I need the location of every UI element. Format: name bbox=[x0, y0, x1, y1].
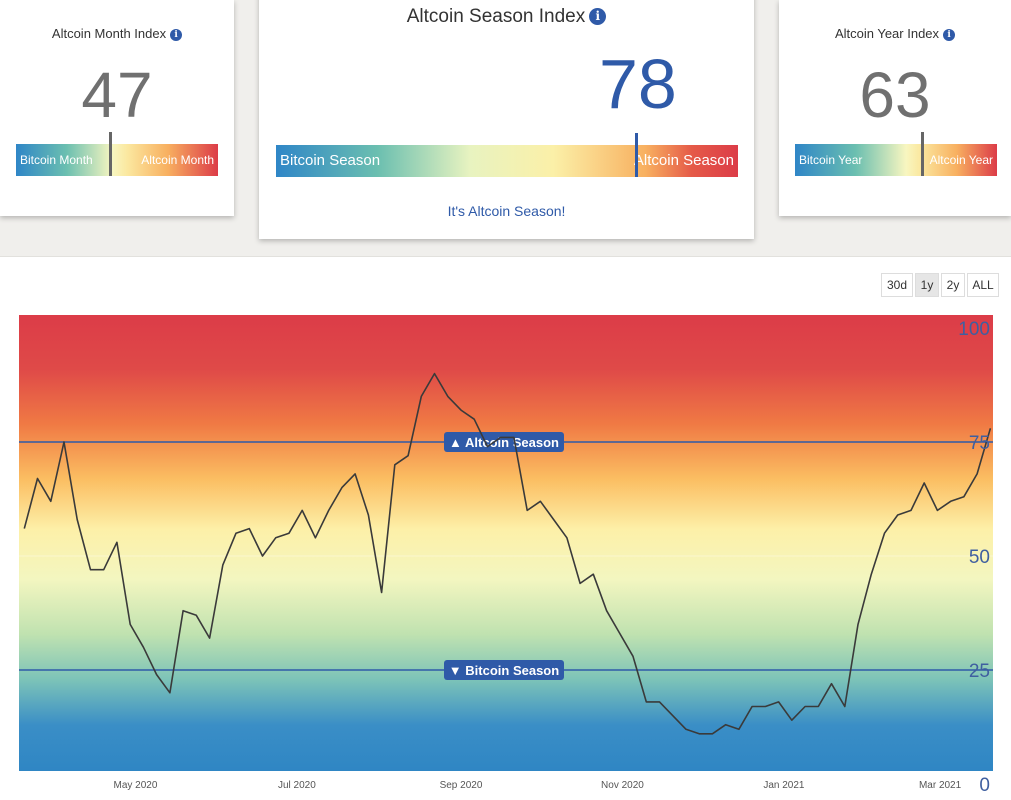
threshold-label: ▲ Altcoin Season bbox=[449, 435, 559, 450]
y-tick-label: 100 bbox=[958, 319, 990, 340]
altcoin-year-title-row: Altcoin Year Index i bbox=[779, 26, 1011, 41]
altcoin-month-title: Altcoin Month Index bbox=[51, 26, 167, 41]
chart-thresholds: ▲ Altcoin Season ▼ Bitcoin Season bbox=[19, 432, 993, 680]
range-button-all[interactable]: ALL bbox=[967, 273, 999, 297]
season-status-text: It's Altcoin Season! bbox=[447, 203, 566, 219]
y-tick-label: 50 bbox=[969, 547, 990, 568]
altcoin-month-marker bbox=[109, 132, 113, 176]
info-icon[interactable]: i bbox=[943, 29, 956, 41]
altcoin-month-value: 47 bbox=[81, 59, 153, 131]
altcoin-season-gauge: Bitcoin Season Altcoin Season bbox=[276, 133, 738, 177]
altcoin-season-label: Altcoin Season bbox=[633, 152, 734, 169]
altcoin-year-gauge: Bitcoin Year Altcoin Year bbox=[795, 132, 997, 176]
bitcoin-month-label: Bitcoin Month bbox=[20, 153, 93, 167]
altcoin-season-title: Altcoin Season Index bbox=[406, 6, 586, 27]
y-tick-label: 25 bbox=[969, 661, 990, 682]
x-tick-label: May 2020 bbox=[113, 780, 157, 791]
bitcoin-season-label: Bitcoin Season bbox=[280, 152, 381, 169]
altcoin-year-label: Altcoin Year bbox=[929, 153, 993, 167]
altcoin-season-card: Altcoin Season Index i 78 Bitcoin Season … bbox=[259, 0, 754, 239]
info-icon[interactable]: i bbox=[170, 29, 183, 41]
series-line bbox=[23, 372, 992, 735]
altcoin-season-value: 78 bbox=[599, 45, 677, 123]
altcoin-month-card: Altcoin Month Index i 47 Bitcoin Month Al… bbox=[0, 0, 234, 216]
y-tick-label: 0 bbox=[979, 775, 990, 796]
threshold-badge bbox=[444, 432, 564, 452]
altcoin-year-marker bbox=[920, 132, 924, 176]
bitcoin-year-label: Bitcoin Year bbox=[799, 153, 863, 167]
info-icon[interactable]: i bbox=[589, 8, 607, 25]
chart-gridlines bbox=[19, 441, 993, 671]
altcoin-month-title-row: Altcoin Month Index i bbox=[0, 26, 234, 41]
range-button-1y[interactable]: 1y bbox=[915, 273, 939, 297]
threshold-badge bbox=[444, 660, 564, 680]
altcoin-year-card: Altcoin Year Index i 63 Bitcoin Year Altc… bbox=[779, 0, 1011, 216]
x-tick-label: Mar 2021 bbox=[919, 780, 962, 791]
range-button-2y[interactable]: 2y bbox=[941, 273, 965, 297]
chart-plot-background bbox=[19, 315, 993, 771]
altcoin-month-label: Altcoin Month bbox=[141, 153, 214, 167]
altcoin-season-marker bbox=[634, 133, 638, 177]
altcoin-month-gauge: Bitcoin Month Altcoin Month bbox=[16, 132, 218, 176]
chart-y-ticks: 100 75 50 25 0 bbox=[958, 319, 990, 796]
x-tick-label: Jan 2021 bbox=[763, 780, 805, 791]
altcoin-year-title: Altcoin Year Index bbox=[834, 26, 940, 41]
altcoin-year-value: 63 bbox=[859, 59, 931, 131]
threshold-label: ▼ Bitcoin Season bbox=[449, 663, 559, 678]
chart-x-ticks: May 2020 Jul 2020 Sep 2020 Nov 2020 Jan 2021… bbox=[113, 780, 961, 791]
x-tick-label: Sep 2020 bbox=[440, 780, 483, 791]
range-button-30d[interactable]: 30d bbox=[881, 273, 913, 297]
x-tick-label: Nov 2020 bbox=[601, 780, 644, 791]
altcoin-season-title-row: Altcoin Season Index i bbox=[259, 6, 754, 28]
x-tick-label: Jul 2020 bbox=[278, 780, 316, 791]
chart-series bbox=[23, 372, 992, 735]
y-tick-label: 75 bbox=[969, 433, 990, 454]
